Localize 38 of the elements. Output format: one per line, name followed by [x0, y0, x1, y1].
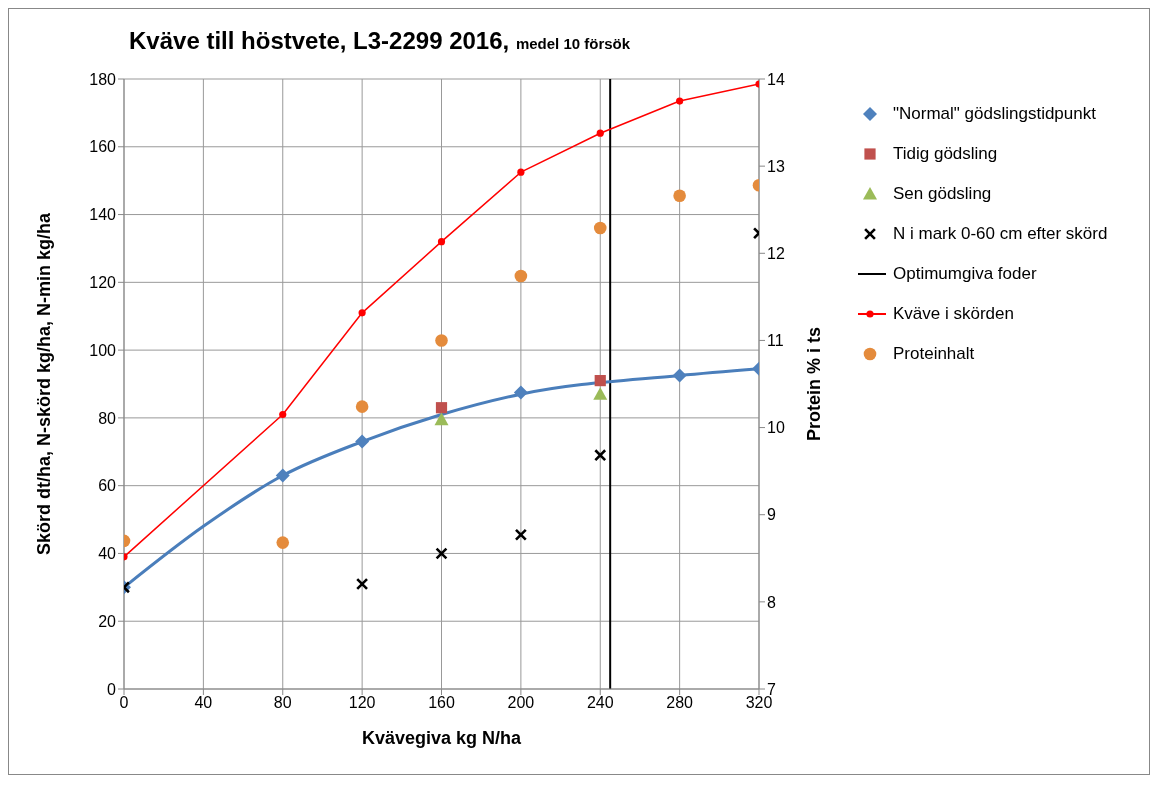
legend-label: "Normal" gödslingstidpunkt — [893, 104, 1096, 124]
legend-label: Optimumgiva foder — [893, 264, 1037, 284]
y-tick-label: 120 — [89, 274, 117, 292]
legend-label: Sen gödsling — [893, 184, 992, 204]
y2-tick-label: 8 — [767, 593, 776, 611]
y-tick-label: 140 — [89, 206, 117, 224]
y2-tick-label: 9 — [767, 506, 776, 524]
legend-label: N i mark 0-60 cm efter skörd — [893, 224, 1108, 244]
y2-tick-label: 14 — [767, 70, 785, 88]
x-tick-label: 40 — [194, 694, 213, 712]
x-tick-label: 160 — [428, 694, 455, 712]
x-tick-label: 320 — [745, 694, 773, 712]
y-tick-label: 160 — [89, 138, 117, 156]
x-tick-label: 240 — [586, 694, 614, 712]
legend-label: Kväve i skörden — [893, 304, 1014, 324]
y2-tick-label: 13 — [767, 157, 785, 175]
y-tick-label: 60 — [98, 477, 117, 495]
x-tick-label: 200 — [507, 694, 535, 712]
legend-label: Proteinhalt — [893, 344, 975, 364]
legend-label: Tidig gödsling — [893, 144, 998, 164]
x-tick-label: 0 — [119, 694, 129, 712]
x-axis-title: Kvävegiva kg N/ha — [361, 728, 523, 748]
x-tick-label: 120 — [348, 694, 376, 712]
y2-tick-label: 11 — [767, 332, 784, 350]
chart-title: Kväve till höstvete, L3-2299 2016, — [129, 27, 510, 54]
y-tick-label: 0 — [107, 680, 117, 698]
y2-axis-title: Protein % i ts — [804, 326, 825, 442]
y-tick-label: 40 — [98, 545, 117, 563]
y-axis-title: Skörd dt/ha, N-skörd kg/ha, N-min kg/ha — [34, 211, 55, 556]
y-tick-label: 100 — [89, 341, 117, 359]
y-tick-label: 20 — [98, 612, 117, 630]
x-tick-label: 280 — [666, 694, 694, 712]
y2-tick-label: 12 — [767, 244, 785, 262]
y2-tick-label: 10 — [767, 419, 785, 437]
x-tick-label: 80 — [273, 694, 292, 712]
y-tick-label: 80 — [98, 409, 117, 427]
chart-subtitle: medel 10 försök — [515, 35, 631, 52]
y-tick-label: 180 — [89, 70, 117, 88]
